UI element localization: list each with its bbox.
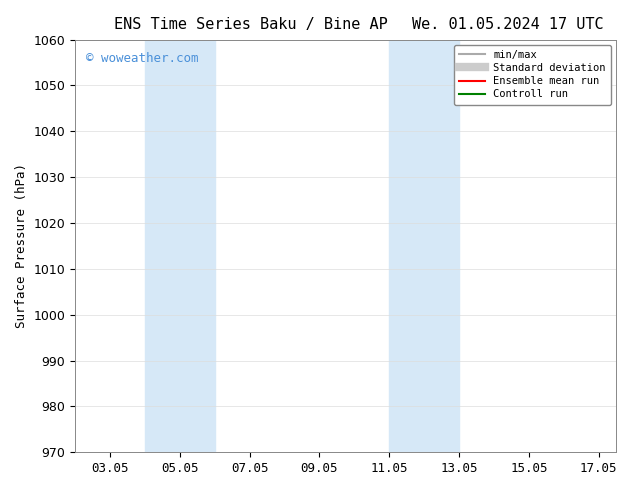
Y-axis label: Surface Pressure (hPa): Surface Pressure (hPa) xyxy=(15,164,28,328)
Bar xyxy=(389,40,459,452)
Legend: min/max, Standard deviation, Ensemble mean run, Controll run: min/max, Standard deviation, Ensemble me… xyxy=(453,45,611,104)
Bar xyxy=(145,40,215,452)
Text: ENS Time Series Baku / Bine AP: ENS Time Series Baku / Bine AP xyxy=(114,17,388,32)
Text: We. 01.05.2024 17 UTC: We. 01.05.2024 17 UTC xyxy=(412,17,604,32)
Text: © woweather.com: © woweather.com xyxy=(86,52,198,65)
